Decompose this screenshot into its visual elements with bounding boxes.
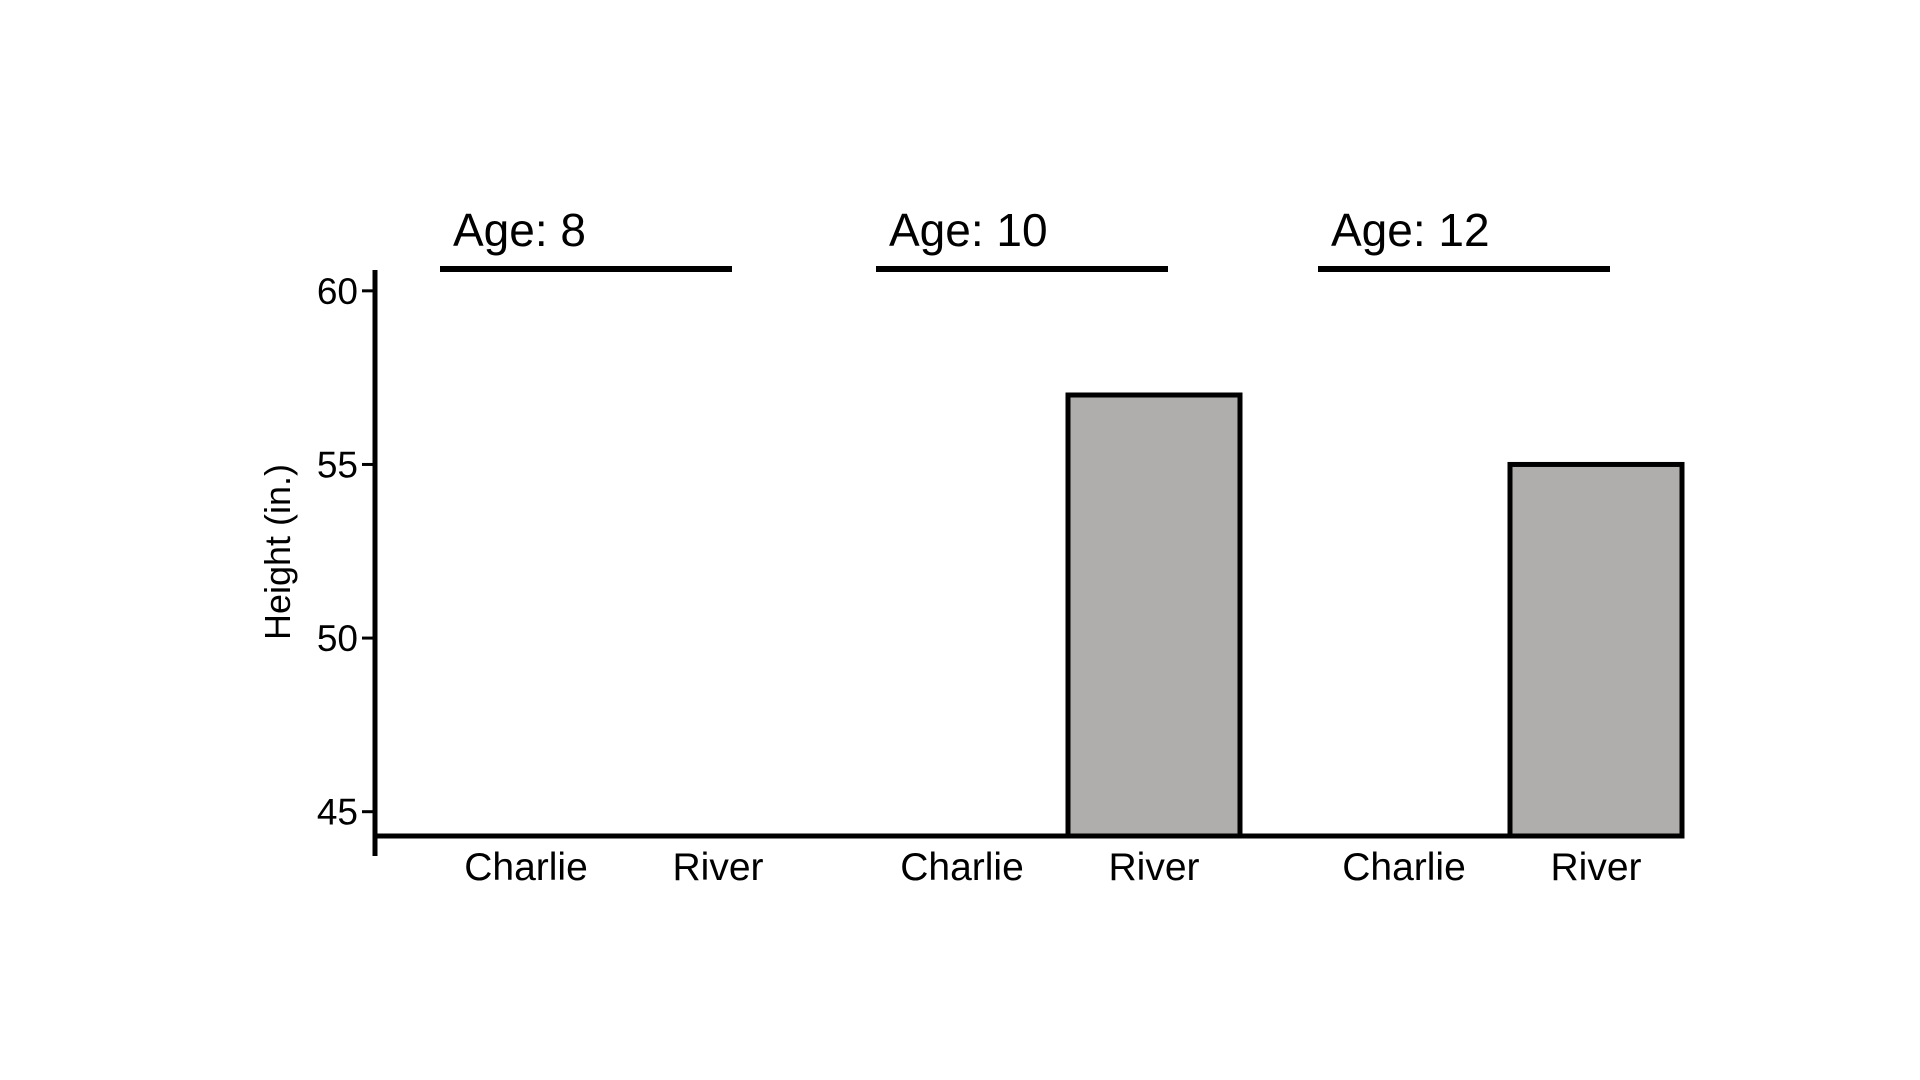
group-label: Age: 10 (889, 204, 1048, 256)
bar-river-group-2 (1065, 392, 1243, 839)
category-label-charlie: Charlie (464, 846, 588, 889)
y-tick-label: 60 (317, 271, 358, 312)
category-label-charlie: Charlie (900, 846, 1024, 889)
category-label-charlie: Charlie (1342, 846, 1466, 889)
y-tick-label: 55 (317, 444, 358, 485)
group-label: Age: 8 (453, 204, 586, 256)
y-axis-title: Height (in.) (257, 464, 298, 640)
y-tick-label: 50 (317, 618, 358, 659)
category-label-river: River (1108, 846, 1199, 889)
y-tick-label: 45 (317, 792, 358, 833)
group-label: Age: 12 (1331, 204, 1490, 256)
category-label-river: River (672, 846, 763, 889)
bar-river-group-3 (1507, 461, 1685, 839)
category-label-river: River (1550, 846, 1641, 889)
